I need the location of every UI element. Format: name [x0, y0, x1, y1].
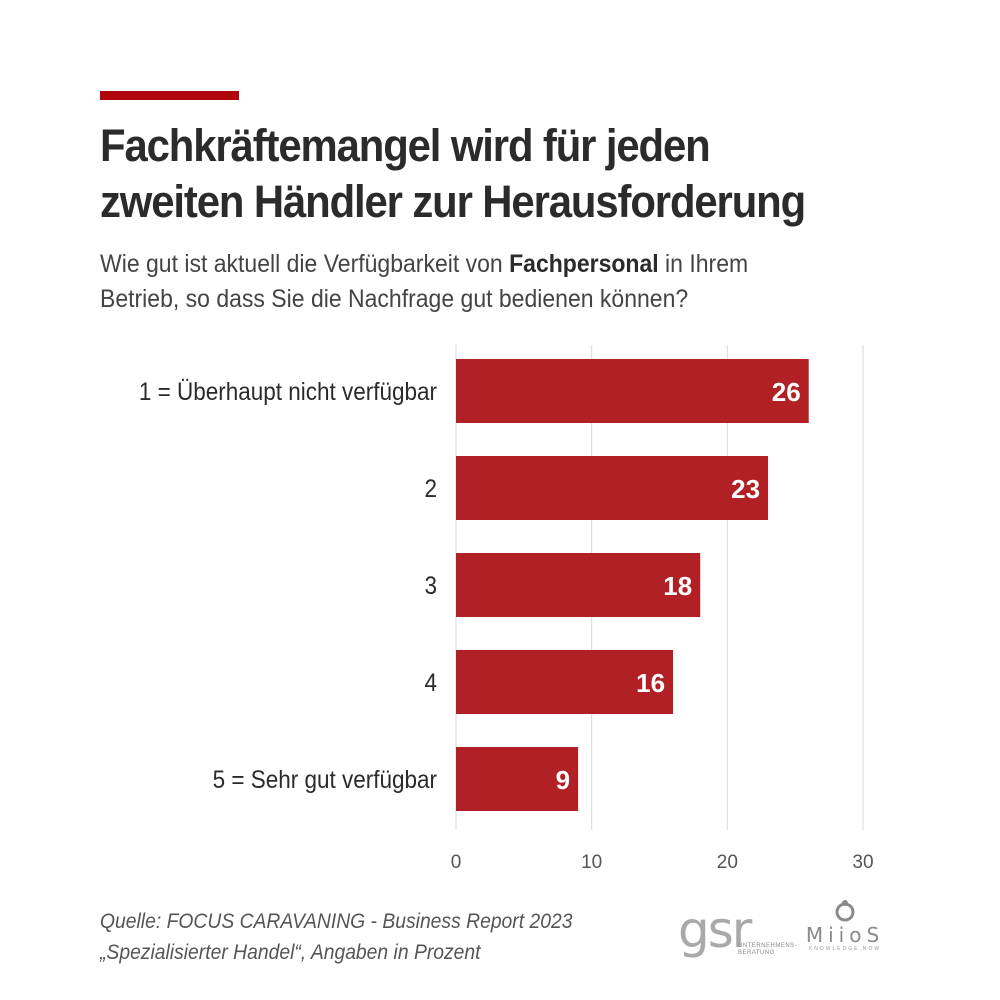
source-line-1: Quelle: FOCUS CARAVANING - Business Repo… — [100, 910, 573, 933]
bar-3 — [456, 553, 701, 617]
value-label-1: 26 — [772, 377, 801, 407]
gsr-logo: gsr UNTERNEHMENS-BERATUNG — [678, 901, 797, 965]
x-tick-label-20: 20 — [717, 852, 738, 873]
bar-chart: 0 10 20 30 1 = Überhaupt nicht verfügbar 26 2 2… — [139, 345, 874, 873]
value-label-3: 18 — [663, 571, 692, 601]
accent-bar — [100, 91, 239, 100]
miios-mark-icon — [835, 900, 855, 922]
category-label-5: 5 = Sehr gut verfügbar — [213, 766, 437, 794]
subtitle-post: in Ihrem — [658, 250, 749, 278]
category-label-3: 3 — [424, 572, 437, 600]
subtitle: Wie gut ist aktuell die Verfügbarkeit vo… — [100, 247, 891, 317]
category-label-2: 2 — [424, 475, 437, 503]
page-title: Fachkräftemangel wird für jeden zweiten … — [100, 118, 900, 230]
subtitle-line-2: Betrieb, so dass Sie die Nachfrage gut b… — [100, 285, 689, 313]
x-tick-label-10: 10 — [581, 852, 602, 873]
value-label-2: 23 — [731, 474, 760, 504]
bar-4 — [456, 650, 674, 714]
bar-1 — [456, 359, 809, 423]
miios-logo: MiioS KNOWLEDGE.NOW — [790, 900, 900, 970]
category-label-1: 1 = Überhaupt nicht verfügbar — [139, 378, 437, 406]
bar-5 — [456, 747, 579, 811]
subtitle-bold: Fachpersonal — [509, 250, 659, 278]
title-line-1: Fachkräftemangel wird für jeden — [100, 120, 711, 171]
category-label-4: 4 — [424, 669, 437, 697]
title-line-2: zweiten Händler zur Herausforderung — [100, 176, 806, 227]
bar-2 — [456, 456, 769, 520]
value-label-5: 9 — [556, 765, 570, 795]
miios-logo-word: MiioS — [805, 923, 885, 947]
x-tick-label-0: 0 — [451, 852, 462, 873]
x-tick-label-30: 30 — [852, 852, 873, 873]
gsr-logo-letters: gsr — [678, 901, 752, 959]
gsr-logo-tagline: UNTERNEHMENS-BERATUNG — [738, 943, 798, 956]
value-label-4: 16 — [636, 668, 665, 698]
source-note: Quelle: FOCUS CARAVANING - Business Repo… — [100, 906, 572, 968]
subtitle-pre: Wie gut ist aktuell die Verfügbarkeit vo… — [100, 250, 510, 278]
miios-logo-tagline: KNOWLEDGE.NOW — [808, 946, 882, 952]
source-line-2: „Spezialisierter Handel“, Angaben in Pro… — [100, 941, 481, 964]
